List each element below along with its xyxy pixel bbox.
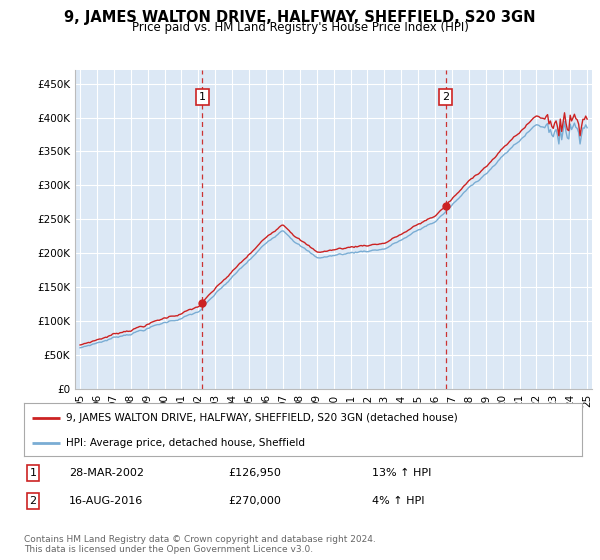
Text: £270,000: £270,000 [228,496,281,506]
Text: HPI: Average price, detached house, Sheffield: HPI: Average price, detached house, Shef… [66,438,305,448]
Text: Contains HM Land Registry data © Crown copyright and database right 2024.
This d: Contains HM Land Registry data © Crown c… [24,535,376,554]
Text: 2: 2 [29,496,37,506]
Text: 16-AUG-2016: 16-AUG-2016 [69,496,143,506]
Text: 2: 2 [442,92,449,102]
Text: Price paid vs. HM Land Registry's House Price Index (HPI): Price paid vs. HM Land Registry's House … [131,21,469,34]
Text: 4% ↑ HPI: 4% ↑ HPI [372,496,425,506]
Text: 9, JAMES WALTON DRIVE, HALFWAY, SHEFFIELD, S20 3GN: 9, JAMES WALTON DRIVE, HALFWAY, SHEFFIEL… [64,10,536,25]
Text: 1: 1 [29,468,37,478]
Text: 13% ↑ HPI: 13% ↑ HPI [372,468,431,478]
Text: £126,950: £126,950 [228,468,281,478]
Text: 9, JAMES WALTON DRIVE, HALFWAY, SHEFFIELD, S20 3GN (detached house): 9, JAMES WALTON DRIVE, HALFWAY, SHEFFIEL… [66,413,458,423]
Text: 28-MAR-2002: 28-MAR-2002 [69,468,144,478]
Text: 1: 1 [199,92,206,102]
